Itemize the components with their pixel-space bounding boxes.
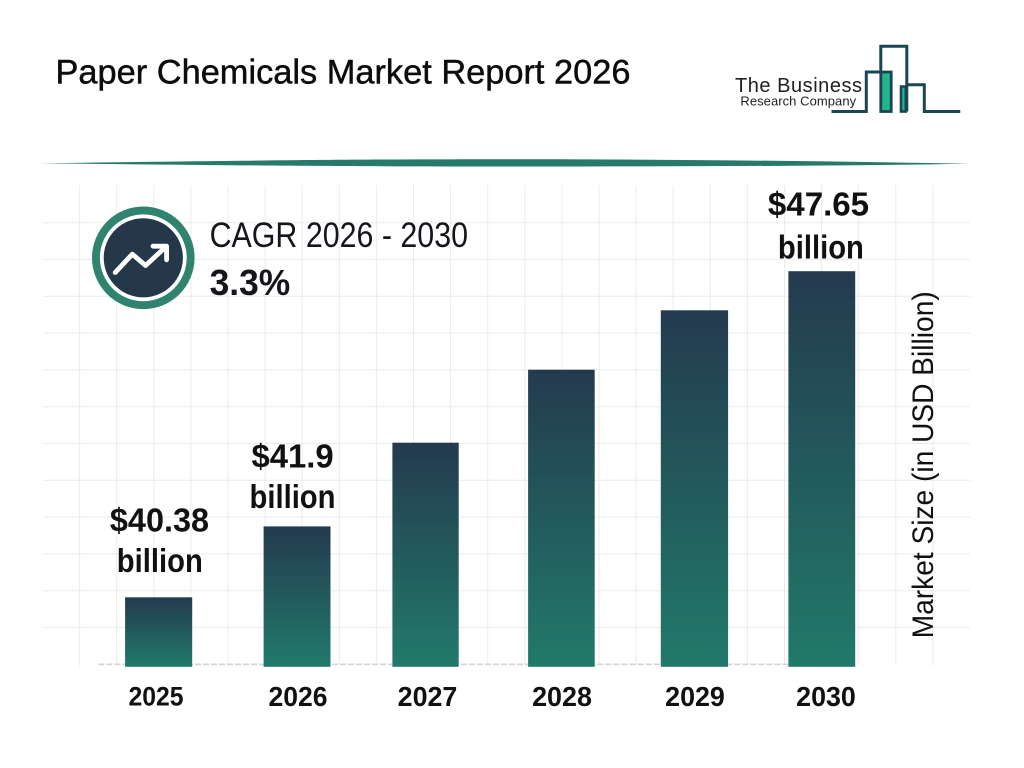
svg-text:2028: 2028 xyxy=(532,681,592,712)
svg-text:CAGR 2026 - 2030: CAGR 2026 - 2030 xyxy=(210,216,468,255)
svg-text:$47.65: $47.65 xyxy=(768,186,869,223)
svg-text:The Business: The Business xyxy=(735,75,862,97)
svg-text:2027: 2027 xyxy=(398,681,458,712)
svg-text:Market Size (in USD Billion): Market Size (in USD Billion) xyxy=(907,291,940,638)
svg-text:billion: billion xyxy=(778,229,864,266)
svg-text:$40.38: $40.38 xyxy=(110,501,209,538)
svg-text:3.3%: 3.3% xyxy=(210,262,291,303)
svg-text:billion: billion xyxy=(117,542,203,579)
svg-text:2025: 2025 xyxy=(129,682,184,712)
svg-text:2030: 2030 xyxy=(796,681,856,712)
svg-text:2029: 2029 xyxy=(665,681,725,712)
svg-text:2026: 2026 xyxy=(269,681,328,712)
svg-text:Paper Chemicals Market Report: Paper Chemicals Market Report 2026 xyxy=(56,53,631,91)
svg-text:$41.9: $41.9 xyxy=(251,438,333,475)
svg-text:billion: billion xyxy=(250,478,336,515)
svg-text:Research Company: Research Company xyxy=(740,94,856,109)
